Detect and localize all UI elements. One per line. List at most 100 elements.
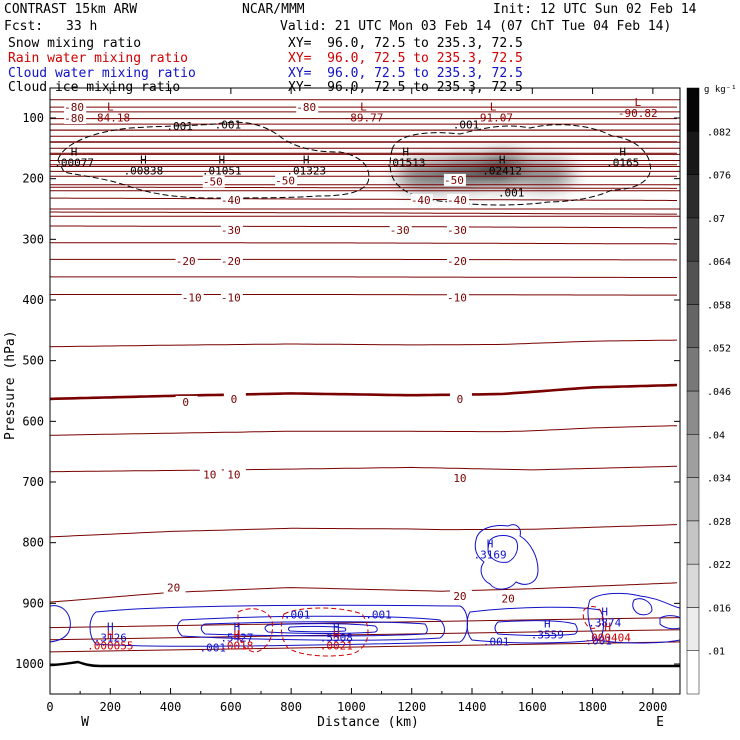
colorbar-level-label: .058 <box>707 300 731 311</box>
cloud-water-contour <box>177 615 445 641</box>
init-time: Init: 12 UTC Sun 02 Feb 14 <box>493 2 697 17</box>
colorbar-swatch <box>686 347 700 392</box>
contour-label-bg <box>410 193 433 206</box>
colorbar-swatch <box>686 434 700 478</box>
extremum-marker-H: H <box>604 621 611 634</box>
contour-label-bg <box>449 471 472 484</box>
colorbar-swatch <box>686 260 700 305</box>
colorbar-level-label: .052 <box>707 344 731 355</box>
snow-shading-blob <box>514 159 575 188</box>
fcst-value: 33 h <box>66 19 98 34</box>
extremum-marker-H: H <box>234 621 241 634</box>
colorbar-swatch <box>686 304 700 348</box>
mixing-ratio-contour-label: .001 <box>284 608 311 621</box>
temperature-contour-label: -50 <box>203 176 223 189</box>
cloud-water-contour <box>264 623 378 634</box>
extremum-marker-H: H <box>107 629 114 642</box>
temperature-contour-label: 10 <box>227 469 240 482</box>
extremum-marker-H: H <box>487 538 494 551</box>
extremum-marker-L: L <box>107 101 114 114</box>
contour-label-bg <box>175 255 198 268</box>
colorbar-level-label: .04 <box>707 430 725 441</box>
temperature-contour-label: 0 <box>457 393 464 406</box>
mixing-ratio-contour-label: .001 <box>200 642 227 655</box>
temperature-contour-minor <box>50 629 680 641</box>
valid-time: Valid: 21 UTC Mon 03 Feb 14 (07 ChT Tue … <box>280 19 672 34</box>
extremum-value: -91.07 <box>473 112 513 125</box>
temperature-contour-label: -30 <box>221 224 241 237</box>
temperature-contour-minor <box>50 524 678 538</box>
temperature-contour-label: 20 <box>167 582 180 595</box>
y-tick-label: 300 <box>22 232 44 246</box>
extremum-marker-H: H <box>71 146 78 159</box>
colorbar-level-label: .07 <box>707 214 725 225</box>
temperature-contour-minor <box>50 617 680 629</box>
extremum-value: .5508 <box>320 632 353 645</box>
extremum-value: .3559 <box>531 629 564 642</box>
contour-label-bg <box>449 392 472 405</box>
extremum-value: .3874 <box>588 616 621 629</box>
extremum-marker-H: H <box>619 146 626 159</box>
extremum-value: .000055 <box>87 640 133 653</box>
extremum-marker-H: H <box>107 621 114 634</box>
contour-label-bg <box>446 224 469 237</box>
extremum-marker-H: H <box>333 621 340 634</box>
temperature-contour-label: 20 <box>502 592 515 605</box>
contour-label-bg <box>449 590 472 603</box>
colorbar-swatch <box>686 607 700 651</box>
mixing-ratio-contour-label: .001 <box>483 636 510 649</box>
y-tick-label: 900 <box>22 596 44 610</box>
x-axis-title: Distance (km) <box>317 715 419 730</box>
field-snow-xy: XY= 96.0, 72.5 to 235.3, 72.5 <box>288 36 523 51</box>
colorbar-swatch <box>686 217 700 262</box>
terrain-surface-line <box>50 660 680 668</box>
temperature-contour-label: -80 <box>64 112 84 125</box>
y-tick-label: 100 <box>22 111 44 125</box>
cloud-ice-contour <box>389 124 651 206</box>
colorbar-level-label: .016 <box>707 603 731 614</box>
x-axis-east-label: E <box>656 715 664 730</box>
colorbar-level-label: .076 <box>707 171 731 182</box>
x-tick-label: 200 <box>99 700 121 714</box>
extremum-marker-H: H <box>303 154 310 167</box>
contour-label-bg <box>199 468 222 481</box>
colorbar-swatch <box>686 563 700 608</box>
cloud-ice-contour <box>57 121 370 199</box>
extremum-value: -89.77 <box>344 112 384 125</box>
temperature-contour-minor <box>50 339 678 348</box>
y-tick-label: 200 <box>22 172 44 186</box>
colorbar-level-label: .034 <box>707 474 731 485</box>
x-tick-label: 0 <box>46 700 53 714</box>
x-tick-label: 1800 <box>578 700 607 714</box>
colorbar-level-label: .046 <box>707 387 731 398</box>
temperature-contour-label: -40 <box>447 194 467 207</box>
x-tick-label: 1200 <box>397 700 426 714</box>
rain-water-contour <box>280 607 369 657</box>
cloud-water-contour <box>659 615 680 630</box>
colorbar-level-label: .01 <box>707 647 725 658</box>
extremum-value: -84.18 <box>90 112 130 125</box>
extremum-marker-H: H <box>544 618 551 631</box>
org-label: NCAR/MMM <box>242 2 305 17</box>
x-tick-label: 600 <box>220 700 242 714</box>
cloud-water-contour <box>494 620 578 636</box>
temperature-contour-minor <box>50 276 677 278</box>
contour-label-bg <box>443 173 466 186</box>
temperature-contour-label: 20 <box>453 590 466 603</box>
x-tick-label: 800 <box>280 700 302 714</box>
temperature-contour-10 <box>50 465 678 473</box>
extremum-value: .000404 <box>584 632 631 645</box>
field-cloudwater-xy: XY= 96.0, 72.5 to 235.3, 72.5 <box>288 66 523 81</box>
colorbar-swatch <box>686 87 700 132</box>
contour-label-bg <box>64 112 87 124</box>
temperature-contour-label: -40 <box>221 194 241 207</box>
x-axis-west-label: W <box>81 715 89 730</box>
colorbar-level-label: .028 <box>707 517 731 528</box>
x-tick-label: 1400 <box>458 700 487 714</box>
colorbar-level-label: .082 <box>707 127 731 138</box>
colorbar-unit-label: g kg⁻¹ <box>704 85 737 95</box>
temperature-contour-label: -20 <box>221 255 241 268</box>
temperature-contour-label: -80 <box>296 101 316 114</box>
extremum-marker-H: H <box>219 154 226 167</box>
cloud-water-contour <box>474 524 539 590</box>
